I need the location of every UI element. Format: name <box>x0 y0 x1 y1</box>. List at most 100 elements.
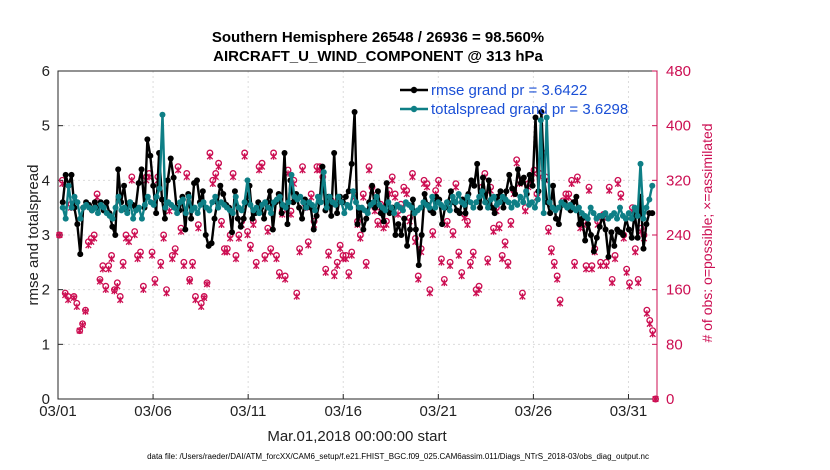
obs-assimilated-point <box>267 248 274 256</box>
rmse-point <box>112 232 119 238</box>
chart-title: Southern Hemisphere 26548 / 26936 = 98.5… <box>212 29 544 46</box>
x-tick-label: 03/01 <box>39 403 77 420</box>
obs-assimilated-point <box>276 272 283 280</box>
obs-assimilated-point <box>151 279 159 287</box>
totalspread-point <box>232 193 239 200</box>
totalspread-point <box>628 215 635 222</box>
obs-assimilated-point <box>333 262 341 270</box>
totalspread-point <box>130 215 137 222</box>
totalspread-point <box>482 199 489 206</box>
obs-assimilated-point <box>79 321 86 329</box>
obs-assimilated-point <box>423 183 431 191</box>
totalspread-point <box>229 210 236 217</box>
totalspread-point <box>323 204 330 211</box>
y-right-tick-label: 320 <box>666 172 691 189</box>
rmse-point <box>512 191 519 197</box>
obs-assimilated-point <box>128 177 136 184</box>
rmse-point <box>582 237 589 244</box>
y-left-tick-label: 0 <box>42 391 50 408</box>
obs-assimilated-point <box>64 296 72 304</box>
rmse-point <box>284 221 291 228</box>
totalspread-point <box>546 199 553 206</box>
totalspread-point <box>473 199 480 206</box>
rmse-point <box>363 215 370 222</box>
rmse-point <box>310 226 317 233</box>
totalspread-point <box>256 210 263 217</box>
totalspread-point <box>590 210 597 217</box>
obs-assimilated-point <box>273 255 280 263</box>
totalspread-point <box>470 204 477 211</box>
rmse-point <box>372 204 379 211</box>
totalspread-point <box>449 193 456 200</box>
obs-assimilated-point <box>247 245 254 252</box>
obs-assimilated-point <box>116 296 124 304</box>
obs-assimilated-point <box>469 252 477 259</box>
totalspread-point <box>153 193 160 200</box>
legend-spread-marker <box>410 105 418 113</box>
obs-assimilated-point <box>409 173 416 181</box>
totalspread-point <box>159 111 166 118</box>
y-right-tick-label: 400 <box>666 118 691 135</box>
rmse-point <box>395 221 402 228</box>
rmse-point <box>538 109 545 115</box>
totalspread-point <box>646 196 653 203</box>
obs-assimilated-point <box>568 180 575 188</box>
totalspread-point <box>171 204 178 211</box>
totalspread-point <box>534 196 541 203</box>
y-left-tick-label: 5 <box>42 118 50 135</box>
obs-assimilated-point <box>611 255 619 263</box>
obs-assimilated-point <box>186 278 193 285</box>
obs-assimilated-point <box>270 153 277 160</box>
totalspread-point <box>247 201 254 208</box>
totalspread-point <box>382 207 389 214</box>
rmse-point <box>649 210 656 217</box>
obs-assimilated-point <box>171 248 179 256</box>
obs-assimilated-point <box>553 276 561 283</box>
rmse-point <box>552 215 559 222</box>
obs-assimilated-point <box>449 231 457 239</box>
totalspread-point <box>309 201 316 208</box>
rmse-point <box>500 204 507 211</box>
rmse-point <box>202 232 209 238</box>
obs-assimilated-point <box>163 289 170 297</box>
rmse-point <box>640 245 647 252</box>
rmse-point <box>68 171 75 178</box>
totalspread-point <box>649 182 656 189</box>
rmse-point <box>135 180 142 187</box>
obs-assimilated-point <box>322 269 329 276</box>
rmse-point <box>593 234 600 241</box>
obs-assimilated-point <box>513 159 520 167</box>
totalspread-point <box>332 201 339 208</box>
obs-assimilated-point <box>365 166 373 174</box>
obs-assimilated-point <box>183 173 191 181</box>
rmse-point <box>220 191 227 197</box>
obs-assimilated-point <box>597 262 604 270</box>
rmse-point <box>550 182 557 189</box>
rmse-point <box>404 242 411 249</box>
rmse-point <box>328 212 335 219</box>
obs-assimilated-point <box>545 228 552 235</box>
rmse-point <box>573 193 580 200</box>
rmse-point <box>628 234 635 241</box>
obs-assimilated-point <box>180 262 188 270</box>
obs-assimilated-point <box>258 163 266 170</box>
rmse-point <box>477 204 484 211</box>
obs-assimilated-point <box>232 255 240 263</box>
rmse-point <box>138 166 145 173</box>
legend: rmse grand pr = 3.6422 totalspread grand… <box>400 82 628 118</box>
obs-assimilated-point <box>646 320 654 328</box>
obs-assimilated-point <box>105 265 112 273</box>
obs-assimilated-point <box>252 262 260 270</box>
obs-assimilated-point <box>467 262 474 270</box>
totalspread-point <box>452 199 459 206</box>
obs-assimilated-point <box>403 190 410 198</box>
obs-assimilated-point <box>608 279 616 287</box>
chart-subtitle: AIRCRAFT_U_WIND_COMPONENT @ 313 hPa <box>213 48 543 65</box>
totalspread-point <box>326 193 333 200</box>
totalspread-point <box>62 215 69 222</box>
obs-assimilated-point <box>56 231 63 239</box>
rmse-point <box>115 166 122 173</box>
totalspread-point <box>303 204 310 211</box>
obs-assimilated-point <box>438 259 445 266</box>
rmse-point <box>59 199 66 206</box>
